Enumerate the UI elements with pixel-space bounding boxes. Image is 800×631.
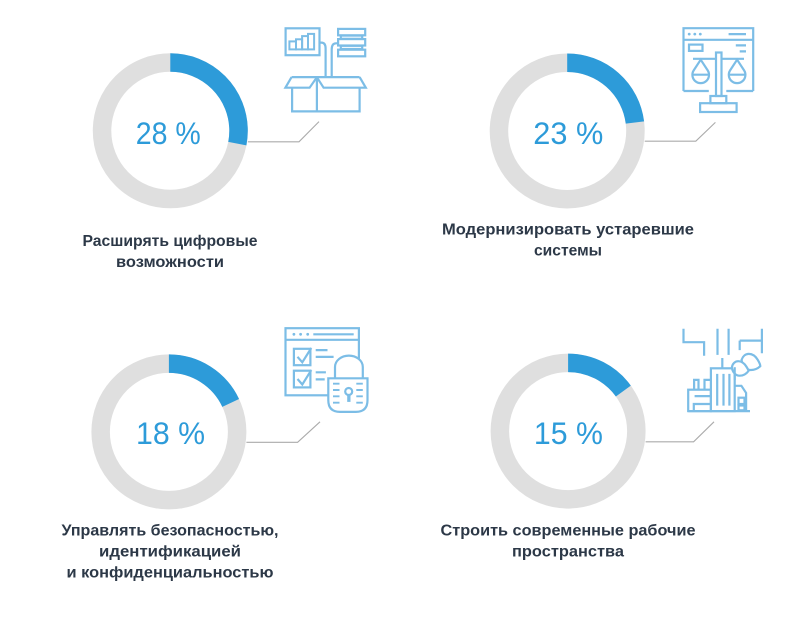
svg-text:Строить современные рабочие: Строить современные рабочие — [441, 523, 696, 540]
svg-text:23 %: 23 % — [533, 115, 603, 151]
svg-text:Управлять безопасностью,: Управлять безопасностью, — [62, 523, 279, 540]
svg-text:Модернизировать устаревшие: Модернизировать устаревшие — [442, 222, 694, 239]
svg-text:возможности: возможности — [116, 254, 224, 271]
svg-text:28 %: 28 % — [136, 115, 201, 151]
svg-text:18 %: 18 % — [136, 415, 205, 451]
svg-text:и конфиденциальностью: и конфиденциальностью — [67, 565, 274, 582]
svg-text:Расширять цифровые: Расширять цифровые — [83, 233, 258, 250]
svg-text:идентификацией: идентификацией — [99, 544, 241, 561]
svg-text:15 %: 15 % — [534, 415, 603, 451]
svg-text:пространства: пространства — [512, 544, 624, 561]
svg-text:системы: системы — [534, 243, 602, 260]
